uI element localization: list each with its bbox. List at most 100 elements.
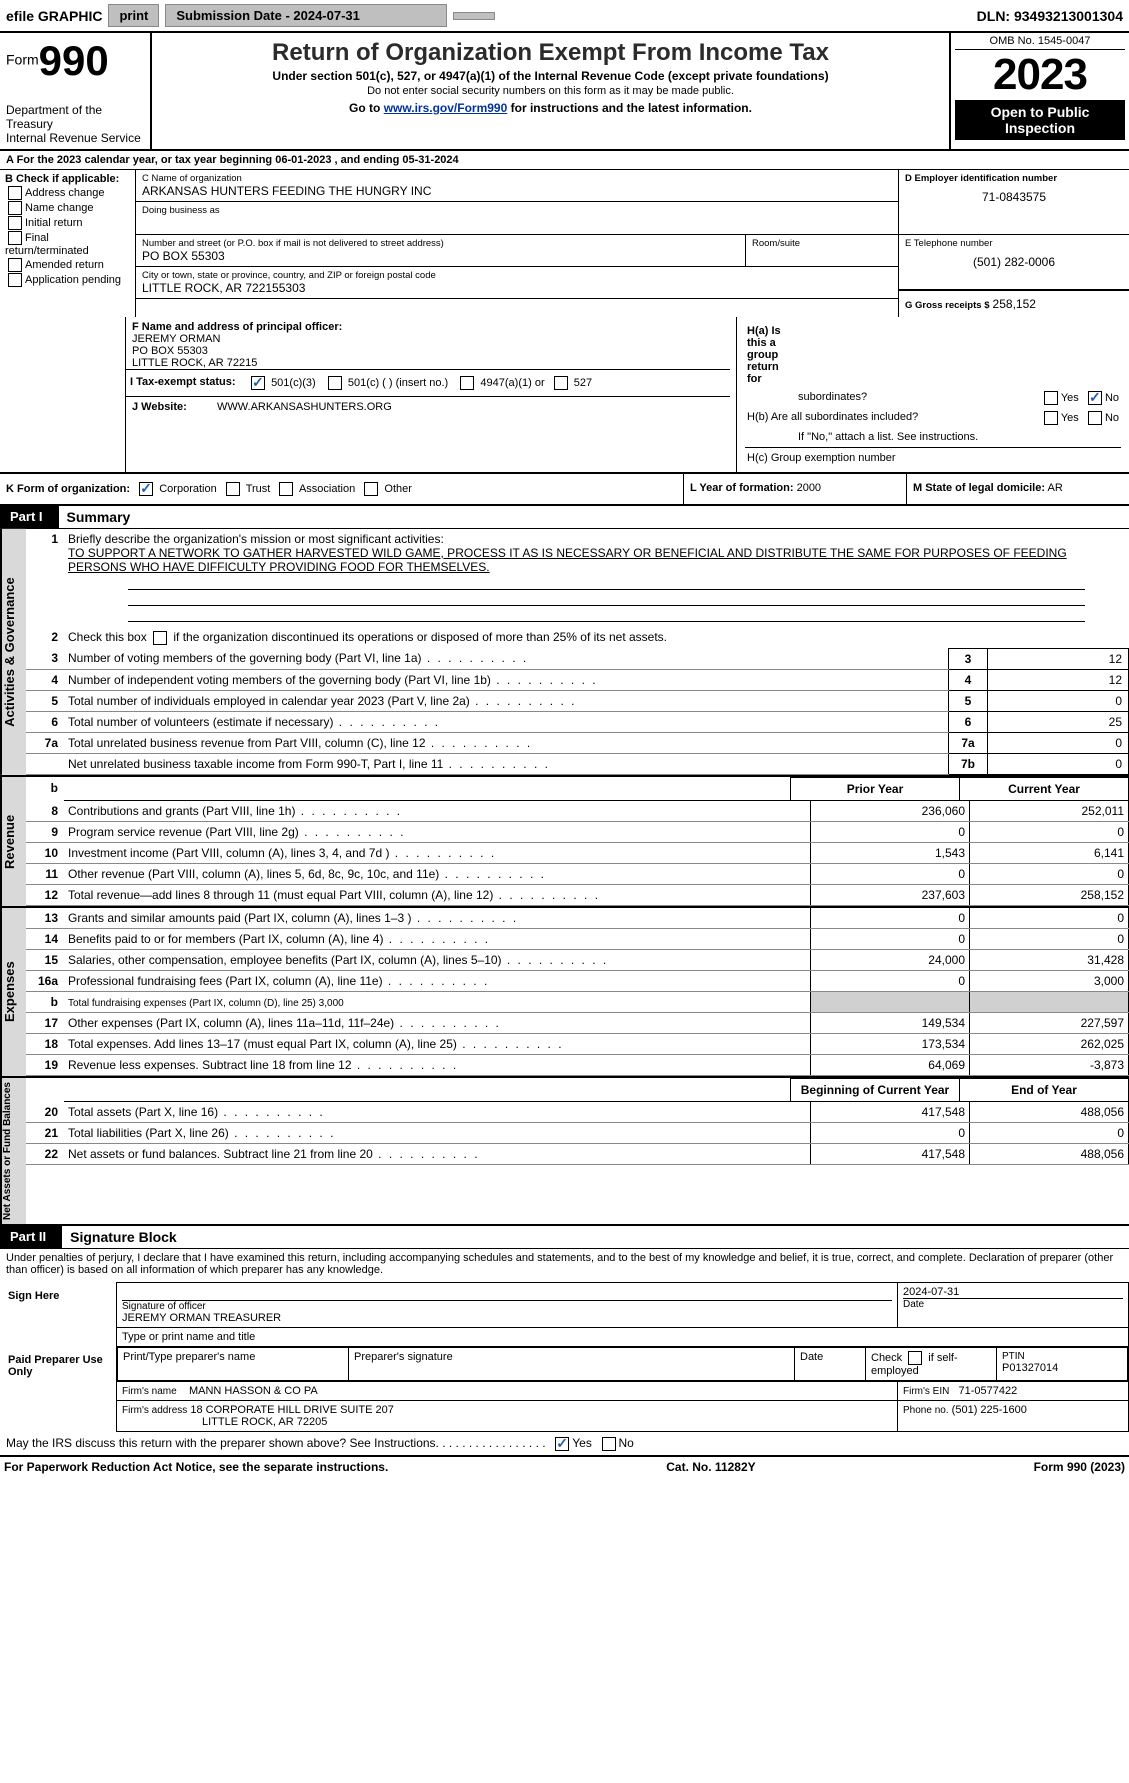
summary-line: 18 Total expenses. Add lines 13–17 (must… xyxy=(26,1033,1129,1054)
mayirs-yes-checkbox[interactable] xyxy=(555,1437,569,1451)
top-toolbar: efile GRAPHIC print Submission Date - 20… xyxy=(0,0,1129,31)
summary-line: 20 Total assets (Part X, line 16) 417,54… xyxy=(26,1102,1129,1123)
perjury-declaration: Under penalties of perjury, I declare th… xyxy=(0,1249,1129,1282)
part1-header: Part I xyxy=(0,506,59,528)
firm-addr1: 18 CORPORATE HILL DRIVE SUITE 207 xyxy=(190,1404,394,1416)
summary-line: Net unrelated business taxable income fr… xyxy=(26,753,1129,774)
initial-return-checkbox[interactable] xyxy=(8,216,22,230)
summary-line: 16a Professional fundraising fees (Part … xyxy=(26,970,1129,991)
hb-yes-checkbox[interactable] xyxy=(1044,411,1058,425)
year-formation: 2000 xyxy=(797,482,821,494)
omb-number: OMB No. 1545-0047 xyxy=(955,35,1125,50)
firm-ein: 71-0577422 xyxy=(959,1385,1018,1397)
summary-line: 13 Grants and similar amounts paid (Part… xyxy=(26,908,1129,929)
mayirs-no-checkbox[interactable] xyxy=(602,1437,616,1451)
dln-label: DLN: 93493213001304 xyxy=(977,8,1123,24)
gross-label: G Gross receipts $ xyxy=(905,300,989,311)
website-value: WWW.ARKANSASHUNTERS.ORG xyxy=(217,401,392,413)
amended-return-checkbox[interactable] xyxy=(8,258,22,272)
ein-label: D Employer identification number xyxy=(905,173,1123,184)
501c-checkbox[interactable] xyxy=(328,376,342,390)
gross-value: 258,152 xyxy=(993,297,1036,311)
irs-link[interactable]: www.irs.gov/Form990 xyxy=(384,101,508,115)
dept-label: Department of the Treasury Internal Reve… xyxy=(6,103,144,145)
form-word: Form xyxy=(6,52,39,68)
box-b: B Check if applicable: Address change Na… xyxy=(0,170,136,317)
name-change-checkbox[interactable] xyxy=(8,201,22,215)
revenue-tab: Revenue xyxy=(0,777,26,906)
current-year-header: Current Year xyxy=(960,777,1129,800)
addr-change-checkbox[interactable] xyxy=(8,186,22,200)
discontinued-checkbox[interactable] xyxy=(153,631,167,645)
officer-name: JEREMY ORMAN xyxy=(132,333,730,345)
officer-signature-name: JEREMY ORMAN TREASURER xyxy=(122,1312,892,1324)
527-checkbox[interactable] xyxy=(554,376,568,390)
print-button[interactable]: print xyxy=(108,4,159,27)
street-label: Number and street (or P.O. box if mail i… xyxy=(142,238,739,249)
summary-line: 7a Total unrelated business revenue from… xyxy=(26,732,1129,753)
summary-line: 21 Total liabilities (Part X, line 26) 0… xyxy=(26,1122,1129,1143)
may-irs-row: May the IRS discuss this return with the… xyxy=(0,1432,1129,1455)
officer-section: F Name and address of principal officer:… xyxy=(0,317,1129,474)
summary-line: 3 Number of voting members of the govern… xyxy=(26,648,1129,669)
summary-line: 9 Program service revenue (Part VIII, li… xyxy=(26,821,1129,842)
prior-year-header: Prior Year xyxy=(791,777,960,800)
org-name-label: C Name of organization xyxy=(142,173,892,184)
summary-line: 4 Number of independent voting members o… xyxy=(26,669,1129,690)
governance-block: Activities & Governance 1 Briefly descri… xyxy=(0,529,1129,777)
summary-line: 6 Total number of volunteers (estimate i… xyxy=(26,711,1129,732)
end-year-header: End of Year xyxy=(960,1078,1129,1101)
hb-no-checkbox[interactable] xyxy=(1088,411,1102,425)
state-domicile: AR xyxy=(1047,482,1062,494)
form-header: Form990 Department of the Treasury Inter… xyxy=(0,31,1129,151)
form-number: 990 xyxy=(39,37,109,85)
ha-no-checkbox[interactable] xyxy=(1088,391,1102,405)
officer-label: F Name and address of principal officer: xyxy=(132,321,730,333)
page-footer: For Paperwork Reduction Act Notice, see … xyxy=(0,1455,1129,1477)
box-h-table: H(a) Is this a group return for subordin… xyxy=(743,321,1123,468)
phone-value: (501) 282-0006 xyxy=(905,255,1123,269)
summary-line: 5 Total number of individuals employed i… xyxy=(26,690,1129,711)
assoc-checkbox[interactable] xyxy=(279,482,293,496)
app-pending-checkbox[interactable] xyxy=(8,273,22,287)
other-checkbox[interactable] xyxy=(364,482,378,496)
header-left: Form990 Department of the Treasury Inter… xyxy=(0,33,152,149)
form-subtitle: Under section 501(c), 527, or 4947(a)(1)… xyxy=(160,69,941,83)
k-label: K Form of organization: xyxy=(6,483,130,495)
footer-right: Form 990 (2023) xyxy=(1034,1460,1125,1474)
mission-text: TO SUPPORT A NETWORK TO GATHER HARVESTED… xyxy=(68,546,1067,574)
blank-button[interactable] xyxy=(453,12,495,20)
summary-line: 17 Other expenses (Part IX, column (A), … xyxy=(26,1013,1129,1034)
submission-date-button[interactable]: Submission Date - 2024-07-31 xyxy=(165,4,447,27)
footer-mid: Cat. No. 11282Y xyxy=(666,1460,755,1474)
summary-line: 19 Revenue less expenses. Subtract line … xyxy=(26,1054,1129,1075)
corp-checkbox[interactable] xyxy=(139,482,153,496)
form-note1: Do not enter social security numbers on … xyxy=(160,85,941,97)
street-value: PO BOX 55303 xyxy=(142,249,739,263)
summary-line: 14 Benefits paid to or for members (Part… xyxy=(26,928,1129,949)
ptin-value: P01327014 xyxy=(1002,1362,1122,1374)
firm-name: MANN HASSON & CO PA xyxy=(189,1385,318,1397)
4947-checkbox[interactable] xyxy=(460,376,474,390)
status-label: I Tax-exempt status: xyxy=(130,376,236,388)
summary-line: 15 Salaries, other compensation, employe… xyxy=(26,949,1129,970)
begin-year-header: Beginning of Current Year xyxy=(791,1078,960,1101)
dba-label: Doing business as xyxy=(142,205,892,216)
tax-year: 2023 xyxy=(955,50,1125,100)
final-return-checkbox[interactable] xyxy=(8,231,22,245)
city-label: City or town, state or province, country… xyxy=(142,270,892,281)
part2-header: Part II xyxy=(0,1226,62,1248)
501c3-checkbox[interactable] xyxy=(251,376,265,390)
room-label: Room/suite xyxy=(752,238,892,249)
open-public-badge: Open to Public Inspection xyxy=(955,100,1125,140)
summary-line: 11 Other revenue (Part VIII, column (A),… xyxy=(26,863,1129,884)
officer-addr1: PO BOX 55303 xyxy=(132,345,730,357)
revenue-block: Revenue b Prior Year Current Year 8 Cont… xyxy=(0,777,1129,908)
officer-addr2: LITTLE ROCK, AR 72215 xyxy=(132,357,730,369)
self-employed-checkbox[interactable] xyxy=(908,1351,922,1365)
ha-yes-checkbox[interactable] xyxy=(1044,391,1058,405)
netassets-block: Net Assets or Fund Balances Beginning of… xyxy=(0,1078,1129,1226)
trust-checkbox[interactable] xyxy=(226,482,240,496)
org-name-value: ARKANSAS HUNTERS FEEDING THE HUNGRY INC xyxy=(142,184,892,198)
header-middle: Return of Organization Exempt From Incom… xyxy=(152,33,951,149)
